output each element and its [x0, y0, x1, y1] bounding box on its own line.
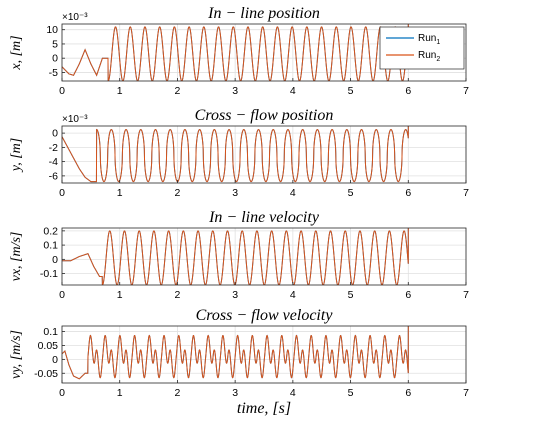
- x-tick-label: 6: [405, 289, 411, 301]
- subplot-title: In − line velocity: [208, 209, 320, 226]
- y-tick-label: 0: [52, 53, 58, 65]
- legend-label-run2: Run2: [418, 50, 440, 63]
- y-tick-label: 0.1: [43, 240, 58, 252]
- y-tick-label: 0: [52, 128, 58, 140]
- subplot-2: 0 1 2 3 4 5 6 7 -6 -4 -2 0 ×10⁻³ Cross − flow positio…: [9, 107, 469, 199]
- legend-label-run1: Run1: [418, 33, 440, 46]
- y-tick-label: -4: [49, 156, 58, 168]
- x-tick-label: 2: [175, 187, 181, 199]
- y-tick-label: -0.05: [34, 368, 58, 380]
- x-tick-label: 0: [59, 289, 65, 301]
- y-axis-label: y, [m]: [9, 138, 24, 173]
- subplot-3: 0 1 2 3 4 5 6 7-0.100.10.2In − line velocityvx,…: [9, 209, 469, 301]
- x-tick-label: 4: [290, 85, 296, 97]
- x-tick-label: 4: [290, 387, 296, 399]
- x-tick-label: 0: [59, 187, 65, 199]
- y-tick-label: 0: [52, 354, 58, 366]
- y-tick-label: 0.05: [38, 340, 59, 352]
- x-tick-label: 6: [405, 387, 411, 399]
- x-tick-label: 3: [232, 289, 238, 301]
- subplot-title: Cross − flow position: [195, 107, 334, 124]
- axes-frame: [61, 325, 467, 384]
- x-tick-label: 0: [59, 387, 65, 399]
- y-axis-label: vy, [m/s]: [9, 330, 24, 379]
- x-tick-label: 7: [463, 187, 469, 199]
- x-tick-label: 1: [117, 289, 123, 301]
- series-run2-line: [62, 326, 409, 380]
- y-axis-label: vx, [m/s]: [9, 232, 24, 282]
- x-tick-label: 4: [290, 289, 296, 301]
- x-tick-label: 5: [348, 289, 354, 301]
- x-tick-label: 6: [405, 187, 411, 199]
- x-tick-label: 1: [117, 187, 123, 199]
- y-axis-label: x, [m]: [9, 35, 24, 70]
- x-tick-label: 5: [348, 187, 354, 199]
- x-tick-label: 2: [175, 85, 181, 97]
- legend: Run1 Run2: [379, 26, 465, 70]
- x-tick-label: 2: [175, 289, 181, 301]
- x-tick-label: 1: [117, 85, 123, 97]
- subplot-title: In − line position: [207, 5, 320, 22]
- x-tick-label: 6: [405, 85, 411, 97]
- x-tick-label: 5: [348, 387, 354, 399]
- x-tick-label: 3: [232, 187, 238, 199]
- x-tick-label: 0: [59, 85, 65, 97]
- legend-box: [379, 26, 465, 70]
- x-tick-label: 7: [463, 387, 469, 399]
- y-tick-label: 5: [52, 38, 58, 50]
- y-tick-label: 0.2: [43, 225, 58, 237]
- y-tick-label: -6: [49, 170, 58, 182]
- y-tick-label: 10: [46, 24, 58, 36]
- x-axis-label: time, [s]: [237, 400, 291, 417]
- y-tick-label: -2: [49, 142, 58, 154]
- x-tick-label: 1: [117, 387, 123, 399]
- x-tick-label: 2: [175, 387, 181, 399]
- x-tick-label: 3: [232, 85, 238, 97]
- axes-frame: [61, 125, 467, 184]
- y-tick-label: 0: [52, 254, 58, 266]
- y-tick-label: -5: [49, 67, 58, 79]
- x-tick-label: 5: [348, 85, 354, 97]
- series-run2-line: [62, 24, 409, 81]
- axes-frame: [61, 227, 467, 286]
- x-tick-label: 7: [463, 85, 469, 97]
- y-exponent-label: ×10⁻³: [62, 12, 88, 23]
- x-tick-label: 4: [290, 187, 296, 199]
- y-tick-label: 0.1: [43, 326, 58, 338]
- subplot-title: Cross − flow velocity: [196, 307, 334, 324]
- x-tick-label: 7: [463, 289, 469, 301]
- x-tick-label: 3: [232, 387, 238, 399]
- y-exponent-label: ×10⁻³: [62, 114, 88, 125]
- y-tick-label: -0.1: [40, 268, 58, 280]
- axes-frame: [61, 23, 467, 82]
